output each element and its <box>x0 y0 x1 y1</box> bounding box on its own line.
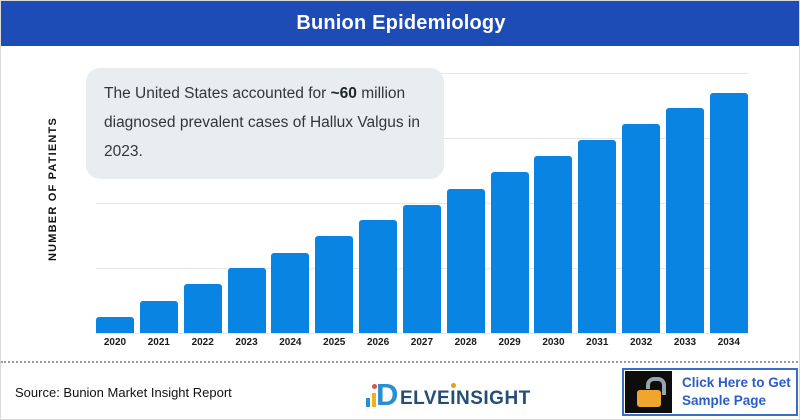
bar-2027 <box>402 205 441 333</box>
cta-line1: Click Here to Get <box>682 375 791 390</box>
bar-2021 <box>139 300 178 333</box>
x-tick-label: 2028 <box>454 337 477 348</box>
y-axis-title: NUMBER OF PATIENTS <box>47 116 59 262</box>
bar-2023 <box>227 268 266 333</box>
logo-mark-icon: D <box>366 376 400 410</box>
x-tick-label: 2025 <box>323 337 346 348</box>
annotation-text: The United States accounted for <box>104 85 331 102</box>
bar-2020 <box>96 316 134 333</box>
bar-2031 <box>578 140 617 333</box>
bar-2028 <box>446 188 485 333</box>
logo-dot-icon <box>372 384 377 389</box>
logo-letter-d: D <box>376 377 399 412</box>
padlock-body <box>636 390 661 407</box>
logo-wordmark: ELVEINSIGHT <box>400 383 531 410</box>
delveinsight-logo: D ELVEINSIGHT <box>366 376 531 410</box>
bar-2024 <box>271 252 310 333</box>
x-tick-label: 2026 <box>366 337 390 348</box>
gridline <box>96 203 748 204</box>
bar-2030 <box>534 156 573 333</box>
bar-chart-plot-area <box>96 73 748 334</box>
bar-2032 <box>622 123 661 333</box>
logo-bar-icon <box>372 393 376 407</box>
x-tick-label: 2020 <box>103 337 127 348</box>
get-sample-page-button[interactable]: Click Here to Get Sample Page <box>622 368 798 416</box>
x-labels: 2020 2021 2022 2023 2024 2025 2026 2027 2028 2029… <box>96 337 748 348</box>
logo-bar-icon <box>366 398 370 407</box>
open-padlock-icon <box>636 377 666 407</box>
cta-line2: Sample Page <box>682 393 767 408</box>
logo-text-part1: ELVE <box>400 388 451 409</box>
annotation-callout: The United States accounted for ~60 mill… <box>86 68 444 179</box>
logo-text-part2: NSIGHT <box>456 388 531 409</box>
cta-label: Click Here to Get Sample Page <box>673 370 796 414</box>
baseline-gridline <box>96 333 748 334</box>
source-text: Source: Bunion Market Insight Report <box>15 385 232 400</box>
x-tick-label: 2023 <box>235 337 258 348</box>
page-title: Bunion Epidemiology <box>296 12 506 34</box>
bar-2022 <box>183 284 222 333</box>
x-tick-label: 2030 <box>542 337 565 348</box>
bar-2029 <box>490 171 529 333</box>
x-tick-label: 2031 <box>586 337 609 348</box>
x-tick-label: 2024 <box>279 337 302 348</box>
x-tick-label: 2022 <box>191 337 214 348</box>
x-tick-label: 2034 <box>717 337 740 348</box>
x-tick-label: 2021 <box>147 337 170 348</box>
bar-2034 <box>709 92 748 333</box>
header: Bunion Epidemiology <box>1 1 799 46</box>
x-tick-label: 2027 <box>410 337 434 348</box>
x-tick-label: 2032 <box>630 337 653 348</box>
annotation-text-after: million diagnosed prevalent cases of Hal… <box>104 85 420 160</box>
logo-dotted-i: I <box>450 383 456 409</box>
x-tick-label: 2029 <box>498 337 521 348</box>
footer: Source: Bunion Market Insight Report D E… <box>1 361 799 419</box>
bars <box>96 73 748 333</box>
lock-icon-box <box>625 371 672 413</box>
x-tick-label: 2033 <box>673 337 697 348</box>
bar-2026 <box>359 220 398 333</box>
bar-2033 <box>665 107 704 333</box>
bar-2025 <box>315 235 354 333</box>
annotation-highlight: ~60 <box>330 85 357 102</box>
